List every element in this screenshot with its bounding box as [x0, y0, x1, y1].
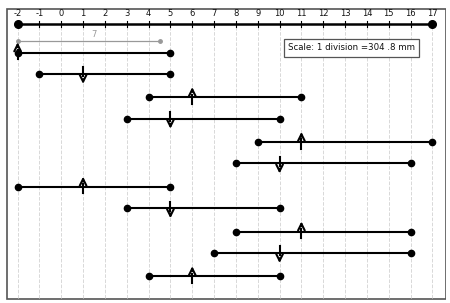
- Text: 7: 7: [212, 9, 217, 18]
- Text: 2: 2: [102, 9, 108, 18]
- Text: 0: 0: [58, 9, 64, 18]
- Text: 1: 1: [81, 9, 86, 18]
- Text: 8: 8: [233, 9, 238, 18]
- Text: 7: 7: [91, 30, 97, 39]
- Text: 11: 11: [296, 9, 306, 18]
- Text: 3: 3: [124, 9, 130, 18]
- Text: 4: 4: [146, 9, 151, 18]
- Text: 13: 13: [340, 9, 351, 18]
- Text: Scale: 1 division =304 .8 mm: Scale: 1 division =304 .8 mm: [288, 43, 415, 52]
- Text: 15: 15: [383, 9, 394, 18]
- Text: 14: 14: [362, 9, 372, 18]
- Text: 6: 6: [189, 9, 195, 18]
- Text: 9: 9: [255, 9, 261, 18]
- Text: 12: 12: [318, 9, 328, 18]
- Text: 16: 16: [405, 9, 416, 18]
- Text: 17: 17: [427, 9, 438, 18]
- Text: -2: -2: [14, 9, 22, 18]
- Text: 5: 5: [168, 9, 173, 18]
- Text: 10: 10: [274, 9, 285, 18]
- Text: -1: -1: [35, 9, 44, 18]
